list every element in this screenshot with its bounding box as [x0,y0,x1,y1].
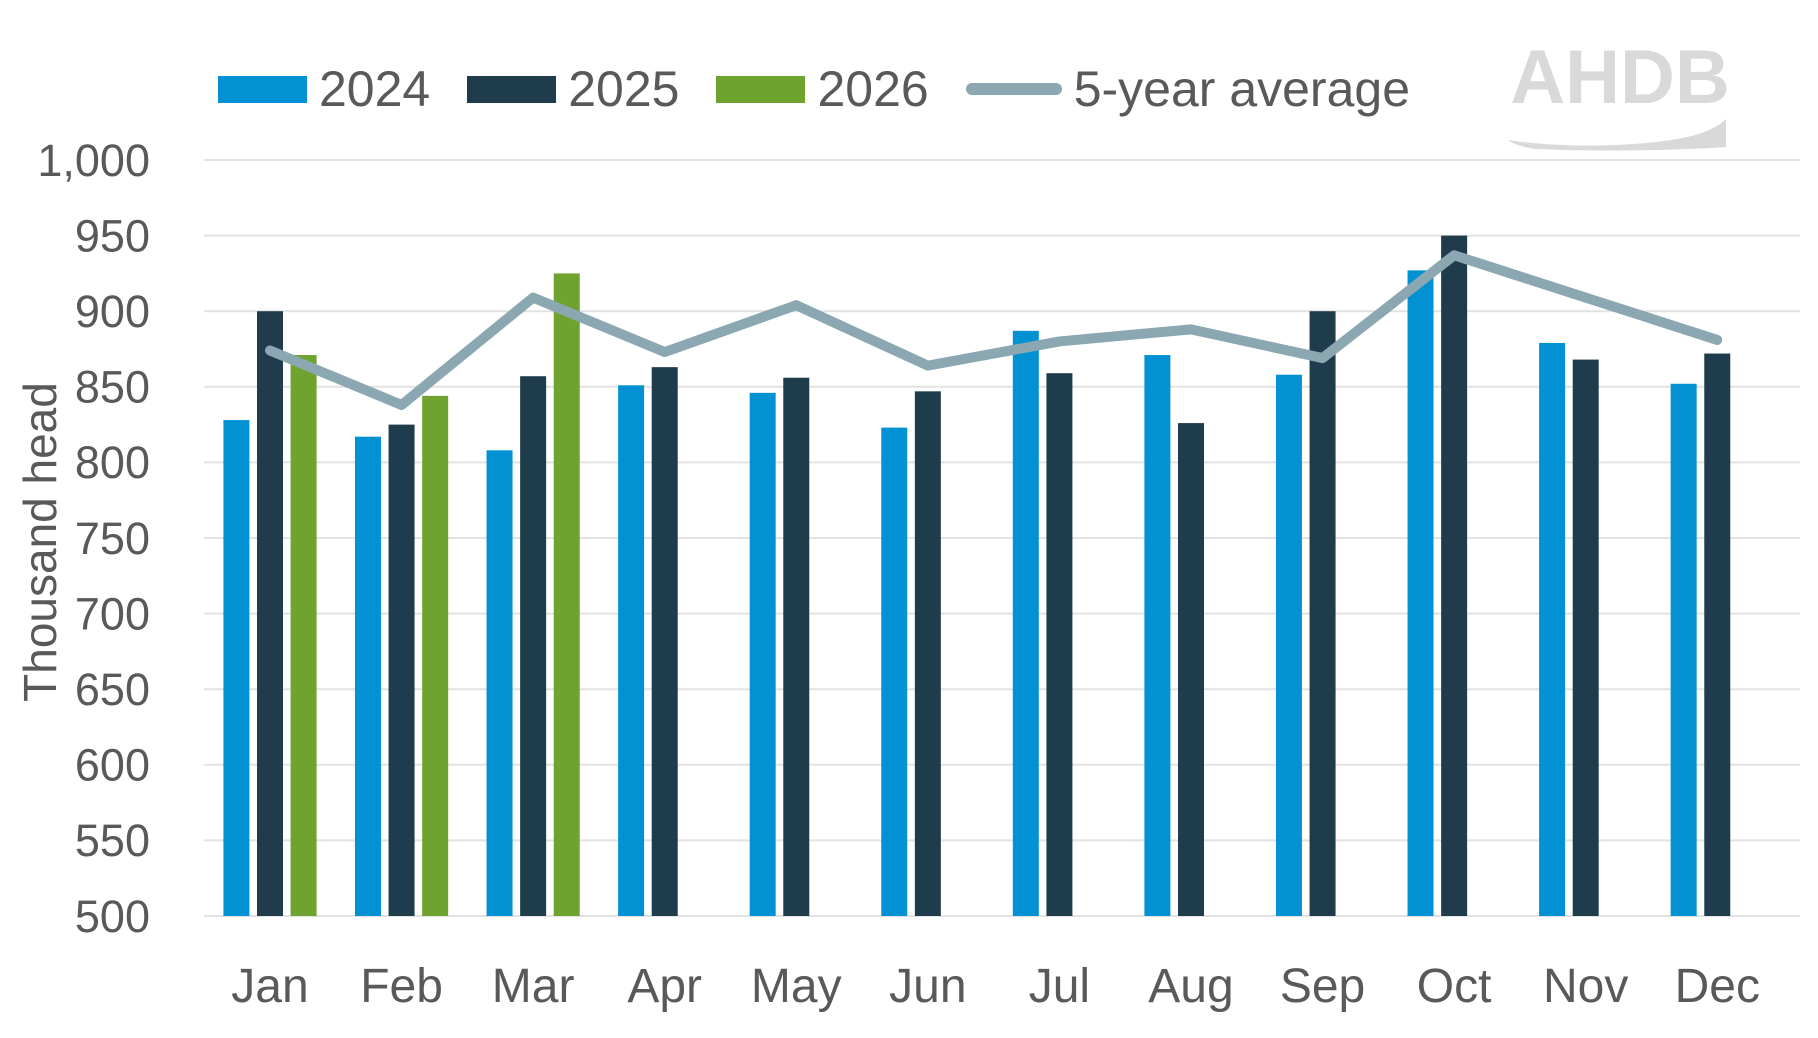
y-tick-label-1000: 1,000 [37,135,150,186]
x-tick-label-Dec: Dec [1675,960,1760,1013]
bar-2025-Apr [651,367,678,916]
bar-2025-Oct [1441,235,1468,917]
x-tick-label-Apr: Apr [627,960,702,1013]
bar-2026-Jan [290,355,317,917]
bar-2024-Mar [486,450,513,916]
bar-2024-Sep [1275,374,1302,917]
x-tick-label-Nov: Nov [1543,960,1628,1013]
bar-2025-Feb [388,424,415,916]
legend-swatch-2026 [716,75,806,103]
bar-2024-May [749,392,776,916]
x-tick-label-Jun: Jun [889,960,966,1013]
legend-label-2024: 2024 [319,61,431,117]
ahdb-logo-swoosh-icon [1508,119,1726,151]
bar-2024-Aug [1144,355,1171,917]
bar-2024-Nov [1539,342,1566,916]
bar-2025-May [783,377,810,916]
legend-swatch-2024 [218,75,307,103]
bar-2024-Dec [1670,383,1697,916]
x-tick-label-May: May [751,960,842,1013]
bar-2025-Jun [914,391,941,916]
legend-swatch-2025 [467,75,557,103]
line-5-year-average [265,250,1723,410]
legend-item-2024: 2024 [218,64,430,114]
bar-2024-Jul [1012,330,1039,917]
legend-label-5-year-average: 5-year average [1073,61,1411,117]
y-tick-label-900: 900 [75,286,150,337]
bar-2025-Sep [1309,311,1336,916]
bar-2025-Mar [520,376,547,916]
bar-2026-Mar [553,273,580,916]
bar-2024-Jun [881,427,908,916]
y-tick-label-600: 600 [75,740,150,791]
legend-item-2025: 2025 [467,64,679,114]
bar-2025-Dec [1704,353,1731,916]
bar-2024-Oct [1407,270,1434,917]
y-tick-label-750: 750 [75,513,150,564]
bar-2024-Jan [223,420,250,916]
y-tick-label-800: 800 [75,437,150,488]
y-tick-label-650: 650 [75,664,150,715]
x-tick-label-Jul: Jul [1029,960,1090,1013]
x-tick-label-Sep: Sep [1280,960,1365,1013]
ahdb-logo: AHDB [1505,40,1735,152]
bar-2025-Jan [257,311,283,916]
legend-line-swatch-5-year-average [965,83,1062,95]
ahdb-logo-text: AHDB [1510,35,1730,120]
y-axis-title: Thousand head [14,382,66,702]
x-tick-label-Feb: Feb [360,960,443,1013]
x-tick-label-Oct: Oct [1417,960,1492,1013]
y-tick-label-700: 700 [75,588,150,639]
legend-label-2025: 2025 [568,61,680,117]
legend: 2024 2025 2026 5-year average [218,64,1447,114]
x-tick-label-Mar: Mar [492,960,575,1013]
y-tick-label-850: 850 [75,362,150,413]
bar-2025-Jul [1046,373,1073,916]
y-tick-label-950: 950 [75,210,150,261]
x-tick-label-Aug: Aug [1148,960,1233,1013]
y-tick-label-550: 550 [75,815,150,866]
legend-item-2026: 2026 [716,61,929,117]
bar-2025-Aug [1177,423,1204,916]
bar-2026-Feb [422,395,449,916]
legend-label-2026: 2026 [817,61,929,117]
bar-2024-Apr [618,385,645,917]
x-tick-label-Jan: Jan [231,960,308,1013]
bar-2024-Feb [354,436,381,916]
y-tick-label-500: 500 [75,891,150,942]
legend-item-5-year-average: 5-year average [965,61,1411,117]
bar-2025-Nov [1572,359,1599,917]
